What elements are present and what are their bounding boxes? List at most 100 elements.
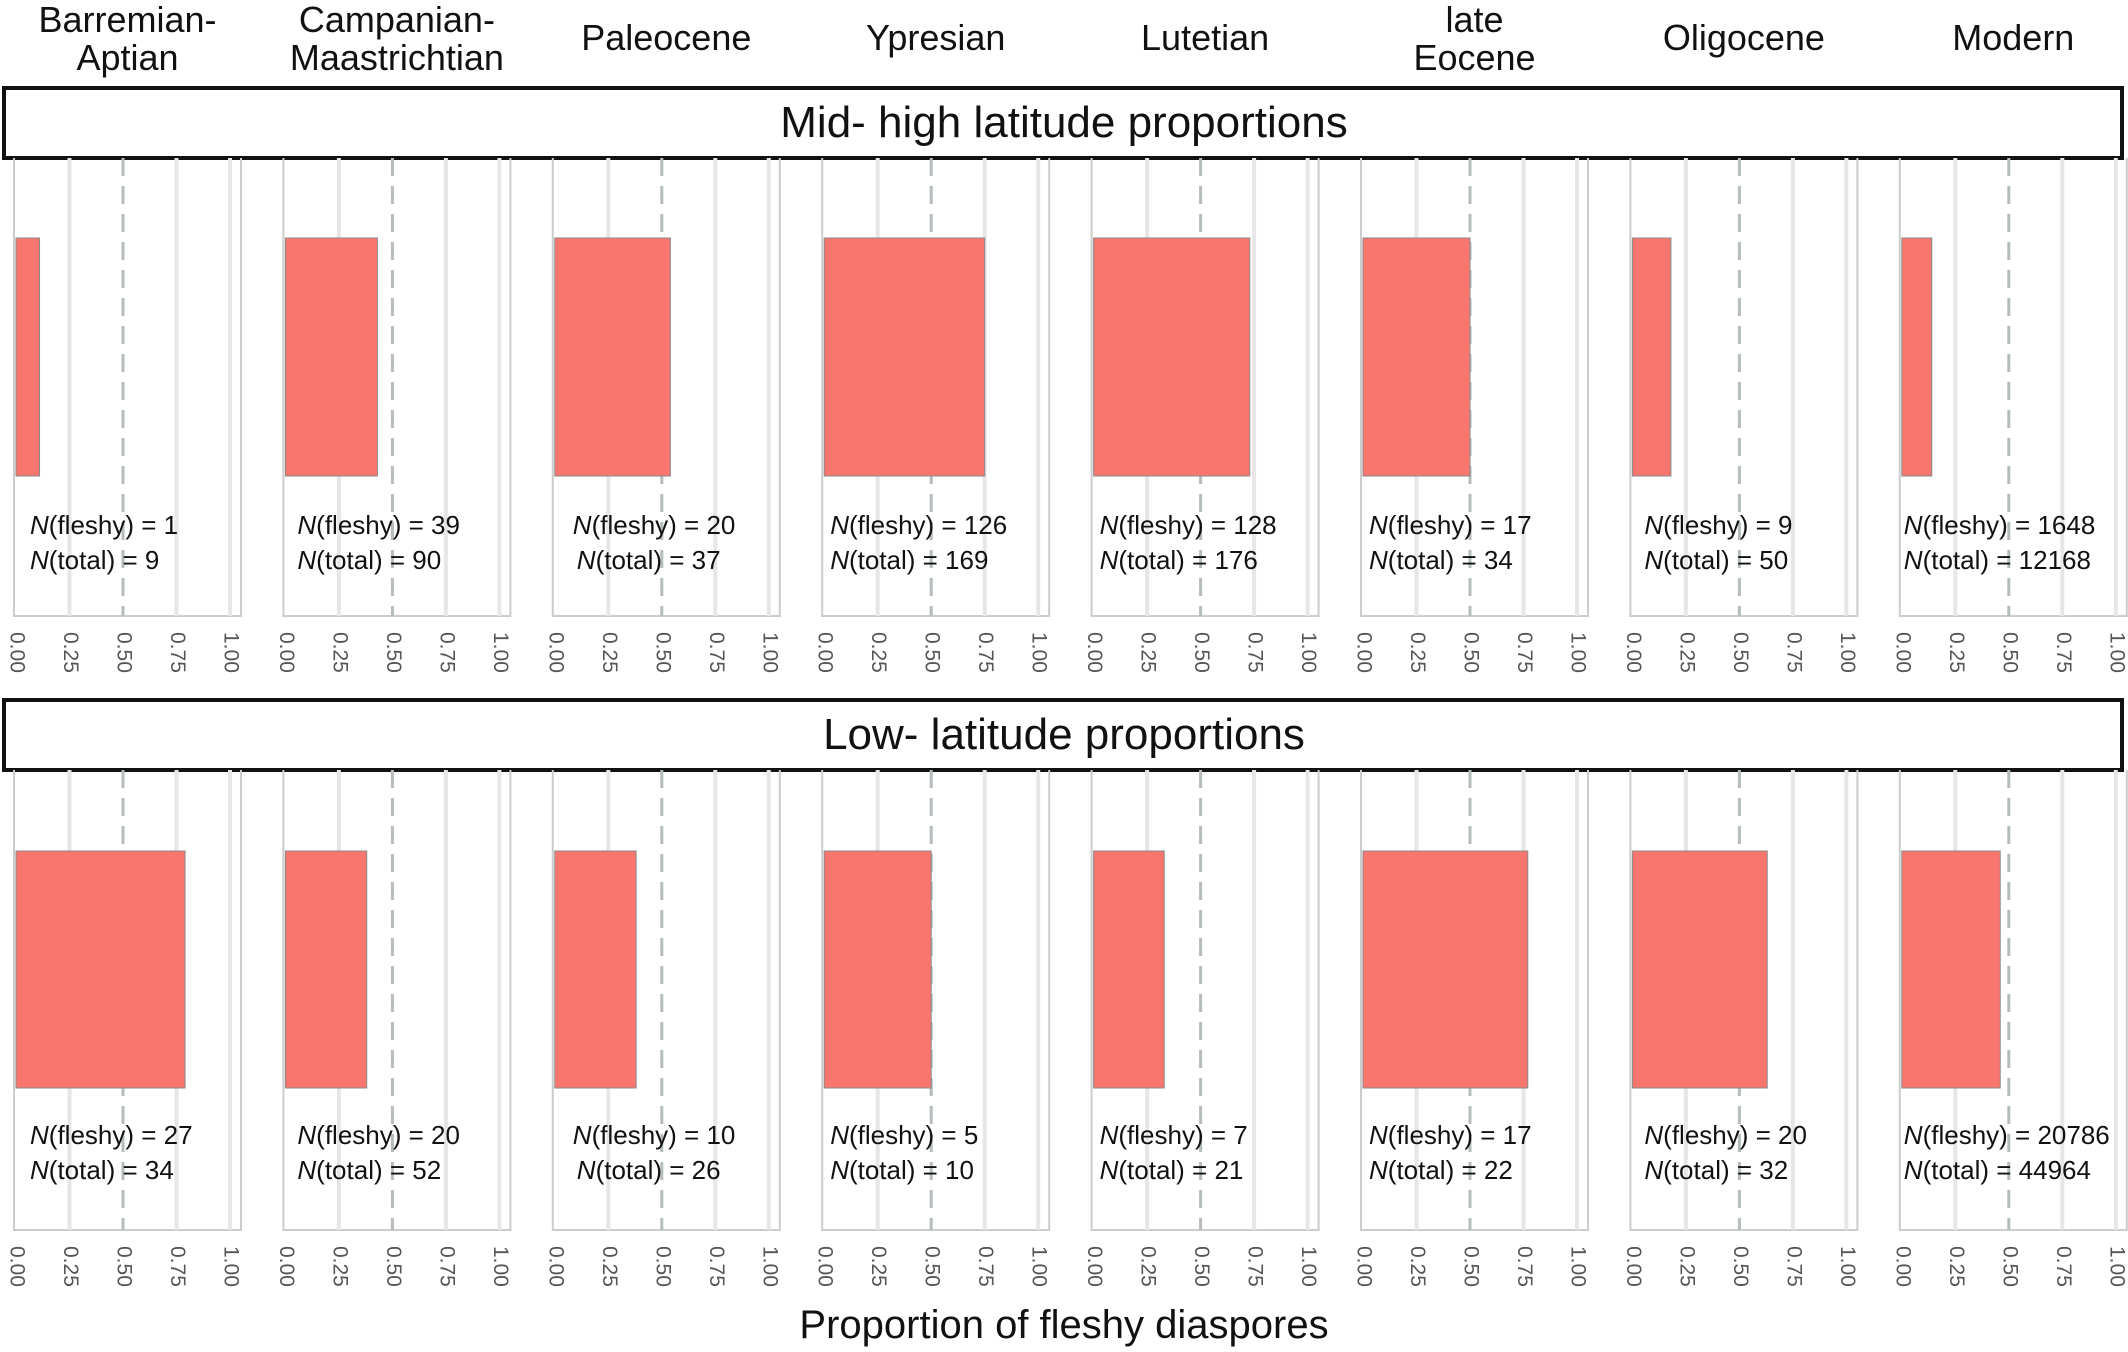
x-tick-label: 0.00 — [1891, 632, 1914, 673]
x-tick-label: 0.00 — [1891, 1246, 1914, 1287]
x-tick-label: 0.50 — [921, 1246, 944, 1287]
x-tick-label: 0.25 — [328, 632, 351, 673]
x-tick-label: 1.00 — [758, 632, 781, 673]
n-total-label: N(total) = 52 — [297, 1155, 441, 1185]
x-tick-label: 0.50 — [651, 632, 674, 673]
x-tick-label: 0.50 — [921, 632, 944, 673]
x-tick-label: 0.25 — [1137, 1246, 1160, 1287]
n-fleshy-label: N(fleshy) = 39 — [297, 510, 460, 540]
row-title: Low- latitude proportions — [823, 710, 1305, 759]
x-tick-label: 1.00 — [1028, 632, 1051, 673]
x-tick-label: 1.00 — [758, 1246, 781, 1287]
x-tick-label: 0.25 — [59, 1246, 82, 1287]
n-fleshy-label: N(fleshy) = 27 — [30, 1120, 193, 1150]
period-label: late Eocene — [1413, 0, 1535, 78]
x-tick-label: 1.00 — [1566, 1246, 1589, 1287]
period-label: Campanian-Maastrichtian — [290, 0, 504, 78]
x-tick-label: 0.25 — [1137, 632, 1160, 673]
x-tick-label: 0.00 — [1352, 632, 1375, 673]
n-fleshy-label: N(fleshy) = 1 — [30, 510, 178, 540]
period-label: Modern — [1952, 17, 2074, 58]
panel-frame — [1898, 158, 2128, 617]
panel-frame — [13, 770, 242, 1231]
x-tick-label: 0.50 — [382, 1246, 405, 1287]
x-tick-label: 1.00 — [489, 1246, 512, 1287]
x-tick-label: 0.75 — [1782, 632, 1805, 673]
row-title: Mid- high latitude proportions — [780, 98, 1347, 147]
bar — [554, 850, 637, 1089]
x-tick-label: 0.50 — [382, 632, 405, 673]
n-fleshy-label: N(fleshy) = 5 — [830, 1120, 978, 1150]
panel-frame — [282, 158, 512, 617]
n-total-label: N(total) = 9 — [30, 545, 159, 575]
bar — [554, 237, 671, 477]
period-label: Lutetian — [1141, 17, 1269, 58]
x-tick-label: 0.75 — [1244, 632, 1267, 673]
period-label: Barremian-Aptian — [38, 0, 216, 78]
bar — [284, 237, 378, 477]
n-total-label: N(total) = 34 — [30, 1155, 174, 1185]
x-tick-label: 0.25 — [598, 1246, 621, 1287]
x-tick-label: 1.00 — [1566, 632, 1589, 673]
n-total-label: N(total) = 37 — [577, 545, 721, 575]
x-tick-label: 0.25 — [1406, 1246, 1429, 1287]
x-tick-label: 1.00 — [1836, 632, 1859, 673]
panel-frame — [282, 770, 512, 1231]
x-tick-label: 0.00 — [1352, 1246, 1375, 1287]
n-fleshy-label: N(fleshy) = 10 — [573, 1120, 736, 1150]
n-total-label: N(total) = 50 — [1644, 545, 1788, 575]
bar — [1901, 237, 1933, 477]
n-total-label: N(total) = 22 — [1369, 1155, 1513, 1185]
x-tick-label: 0.75 — [1244, 1246, 1267, 1287]
x-tick-label: 0.25 — [867, 632, 890, 673]
bar — [1093, 237, 1251, 477]
bar — [1362, 237, 1471, 477]
x-tick-label: 0.75 — [435, 1246, 458, 1287]
n-total-label: N(total) = 10 — [830, 1155, 974, 1185]
bar — [15, 850, 186, 1089]
x-tick-label: 0.25 — [867, 1246, 890, 1287]
panel-frame — [1090, 770, 1320, 1231]
x-tick-label: 0.00 — [1083, 632, 1106, 673]
x-tick-label: 0.00 — [544, 632, 567, 673]
x-tick-label: 0.75 — [705, 632, 728, 673]
n-total-label: N(total) = 169 — [830, 545, 988, 575]
x-tick-label: 0.75 — [705, 1246, 728, 1287]
panel-frame — [551, 770, 781, 1231]
n-fleshy-label: N(fleshy) = 20 — [297, 1120, 460, 1150]
n-fleshy-label: N(fleshy) = 17 — [1369, 1120, 1532, 1150]
x-tick-label: 0.75 — [2052, 1246, 2075, 1287]
x-tick-label: 0.00 — [814, 1246, 837, 1287]
x-tick-label: 1.00 — [219, 1246, 242, 1287]
panel-frame — [821, 158, 1051, 617]
x-tick-label: 0.50 — [1190, 1246, 1213, 1287]
x-tick-label: 0.25 — [59, 632, 82, 673]
panel-frame — [1898, 770, 2128, 1231]
x-tick-label: 0.25 — [1406, 632, 1429, 673]
x-tick-label: 0.50 — [651, 1246, 674, 1287]
x-tick-label: 0.00 — [1622, 1246, 1645, 1287]
x-tick-label: 1.00 — [1836, 1246, 1859, 1287]
x-tick-label: 0.75 — [166, 1246, 189, 1287]
n-fleshy-label: N(fleshy) = 9 — [1644, 510, 1792, 540]
n-fleshy-label: N(fleshy) = 1648 — [1904, 510, 2096, 540]
x-tick-label: 0.00 — [544, 1246, 567, 1287]
row-banner — [2, 698, 2124, 772]
x-tick-label: 0.00 — [275, 632, 298, 673]
bar — [1093, 850, 1165, 1089]
x-tick-label: 0.25 — [598, 632, 621, 673]
x-tick-label: 0.50 — [1459, 632, 1482, 673]
n-fleshy-label: N(fleshy) = 20 — [1644, 1120, 1807, 1150]
x-tick-label: 0.50 — [1729, 632, 1752, 673]
period-label: Oligocene — [1663, 17, 1825, 58]
x-tick-label: 0.50 — [1459, 1246, 1482, 1287]
n-total-label: N(total) = 44964 — [1904, 1155, 2091, 1185]
x-tick-label: 1.00 — [219, 632, 242, 673]
n-total-label: N(total) = 34 — [1369, 545, 1513, 575]
panel-frame — [551, 158, 781, 617]
panel-frame — [1090, 158, 1320, 617]
x-tick-label: 0.25 — [1945, 1246, 1968, 1287]
n-total-label: N(total) = 12168 — [1904, 545, 2091, 575]
x-tick-label: 0.50 — [1190, 632, 1213, 673]
n-fleshy-label: N(fleshy) = 20 — [573, 510, 736, 540]
